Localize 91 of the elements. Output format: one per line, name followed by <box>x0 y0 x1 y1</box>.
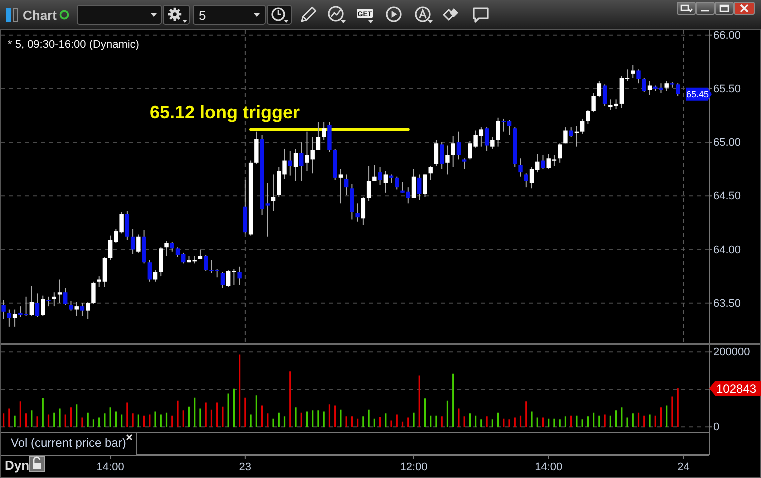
x-tick-label: 12:00 <box>400 461 428 474</box>
candlestick <box>456 131 462 160</box>
candlestick <box>271 174 276 212</box>
candlestick <box>597 80 602 98</box>
series-label: 65.12 long trigger <box>150 102 300 123</box>
candlestick <box>602 84 608 107</box>
candlestick <box>2 300 6 320</box>
candlestick <box>136 234 141 254</box>
candlestick <box>12 309 18 328</box>
candlestick <box>356 203 360 222</box>
annotation: 65.45 <box>686 90 710 100</box>
candlestick <box>564 127 568 144</box>
y-tick-label: 66.00 <box>714 30 742 42</box>
candlestick <box>30 286 34 317</box>
candlestick <box>592 92 596 114</box>
candlestick <box>518 158 523 178</box>
candlestick <box>92 281 96 305</box>
candlestick <box>490 136 495 150</box>
candlestick <box>384 170 388 194</box>
candlestick <box>428 166 433 181</box>
candlestick <box>58 279 62 304</box>
candlestick <box>496 117 500 148</box>
candlestick <box>74 302 79 317</box>
candlestick <box>664 80 669 92</box>
x-tick-label: 23 <box>239 461 252 474</box>
candlestick <box>125 210 130 241</box>
text: Chart <box>23 8 58 23</box>
candlestick <box>569 127 574 138</box>
y-tick-label: 0 <box>714 422 720 434</box>
candlestick <box>541 154 546 170</box>
candlestick <box>446 145 450 176</box>
text: 5 <box>199 8 206 23</box>
candlestick <box>41 295 46 317</box>
candlestick <box>148 260 152 282</box>
y-tick-label: 65.50 <box>714 83 742 96</box>
candlestick <box>484 127 490 152</box>
candlestick <box>238 266 242 286</box>
candlestick <box>159 247 164 278</box>
candlestick <box>642 78 646 93</box>
text: * 5, 09:30-16:00 (Dynamic) <box>8 39 140 51</box>
candlestick <box>636 69 641 84</box>
candlestick <box>423 174 428 198</box>
candlestick <box>418 174 422 201</box>
candlestick <box>294 148 298 182</box>
candlestick <box>558 143 562 164</box>
candlestick <box>35 293 40 318</box>
candlestick <box>361 196 366 226</box>
candlestick <box>631 64 636 79</box>
candlestick <box>300 142 304 182</box>
candlestick <box>130 228 136 255</box>
candlestick <box>316 122 321 151</box>
text: Dyn <box>5 458 30 473</box>
candlestick <box>69 300 74 312</box>
text: Vol (current price bar) <box>11 436 126 450</box>
candlestick <box>366 166 372 202</box>
x-tick-label: 14:00 <box>535 461 563 474</box>
candlestick <box>254 131 259 164</box>
candlestick <box>462 158 467 170</box>
candlestick <box>220 272 226 289</box>
candlestick <box>322 122 326 141</box>
candlestick <box>80 302 85 317</box>
candlestick <box>204 254 208 272</box>
candlestick <box>434 140 439 167</box>
candlestick <box>338 168 344 204</box>
y-tick-label: 63.50 <box>714 298 742 310</box>
candlestick <box>198 249 203 260</box>
y-tick-label: 64.00 <box>714 244 742 256</box>
y-tick-label: 65.00 <box>714 137 742 150</box>
text: 102843 <box>716 382 757 396</box>
candlestick <box>164 240 169 257</box>
candlestick <box>344 174 349 196</box>
x-tick-label: 14:00 <box>96 461 124 474</box>
candlestick <box>153 270 158 282</box>
candlestick <box>648 80 652 96</box>
candlestick <box>7 309 12 328</box>
x-tick-label: 24 <box>678 461 690 474</box>
candlestick <box>395 176 400 190</box>
candlestick <box>580 118 585 134</box>
candlestick <box>64 288 68 306</box>
candlestick <box>378 166 382 186</box>
candlestick <box>46 296 51 308</box>
y-tick-label: 64.50 <box>714 190 742 203</box>
candlestick <box>524 173 528 188</box>
candlestick <box>440 142 444 170</box>
candlestick <box>372 164 377 182</box>
candlestick <box>586 110 590 125</box>
candlestick <box>350 184 354 220</box>
candlestick <box>451 136 456 168</box>
candlestick <box>412 168 416 199</box>
candlestick <box>86 302 90 320</box>
y-tick-label: 200000 <box>714 346 750 359</box>
